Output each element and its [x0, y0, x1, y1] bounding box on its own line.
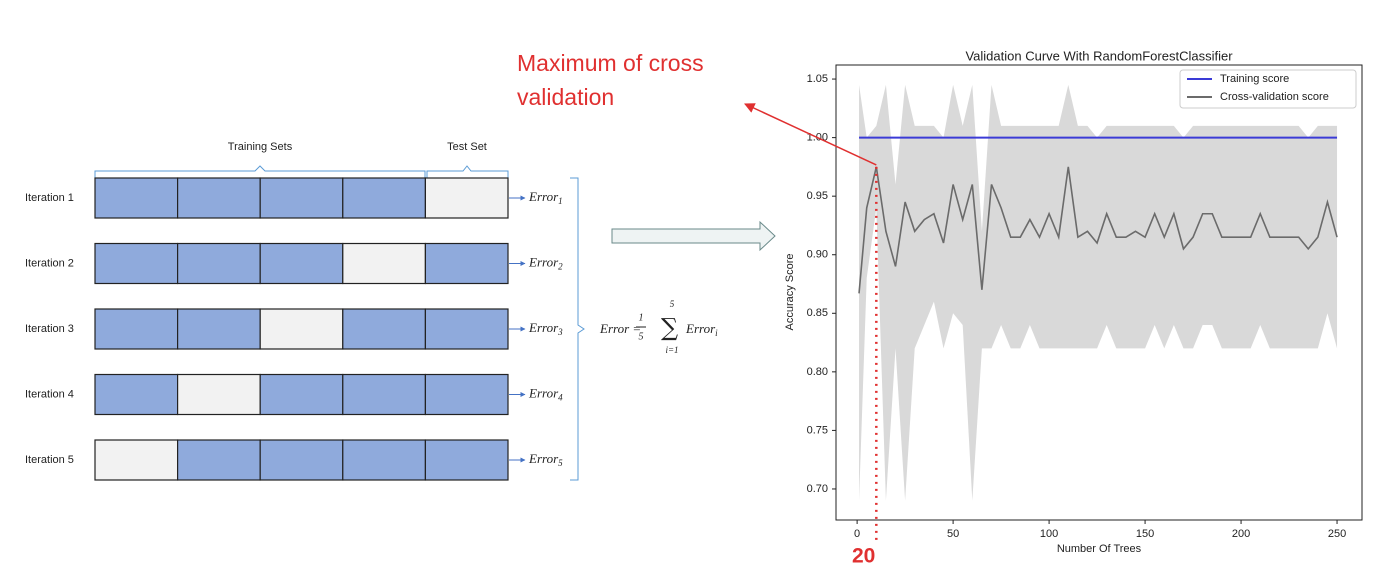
- plot-frame: [835, 64, 1363, 521]
- x-tick-label: 150: [1136, 528, 1154, 540]
- error-base: Error: [528, 320, 559, 335]
- fold: [94, 242, 179, 285]
- x-tick-label: 50: [947, 528, 959, 540]
- fold: [94, 177, 179, 219]
- annotation-text: validation: [517, 84, 614, 110]
- x-tick-label: 100: [1040, 528, 1058, 540]
- test-label: Test Set: [447, 141, 487, 153]
- x-tick-label: 200: [1232, 528, 1250, 540]
- fold: [94, 308, 179, 350]
- formula-den: 5: [639, 331, 644, 342]
- y-tick-label: 0.95: [807, 190, 828, 202]
- error-base: Error: [528, 189, 559, 204]
- fold: [424, 308, 509, 350]
- fold: [424, 242, 509, 285]
- annotation-arrow: [744, 103, 877, 166]
- training-label: Training Sets: [228, 141, 293, 153]
- y-tick-label: 0.90: [807, 249, 828, 261]
- y-tick-label: 0.70: [807, 483, 828, 495]
- chart-title: Validation Curve With RandomForestClassi…: [965, 48, 1233, 63]
- fold: [342, 373, 426, 416]
- term: Error: [685, 321, 716, 336]
- fold: [94, 439, 179, 481]
- error-label: Error3: [528, 320, 563, 337]
- x-tick-label: 0: [854, 528, 860, 540]
- fold: [177, 308, 261, 350]
- y-axis-label: Accuracy Score: [784, 253, 796, 330]
- error-label: Error5: [528, 451, 563, 468]
- fold: [94, 373, 179, 416]
- fold: [259, 439, 344, 481]
- formula-lhs: Error =: [599, 321, 641, 336]
- training-brace: [94, 165, 426, 178]
- test-brace: [426, 165, 509, 178]
- legend-label: Training score: [1220, 73, 1289, 85]
- annotation-text: Maximum of cross: [517, 50, 704, 76]
- fold: [342, 308, 426, 350]
- fold: [424, 177, 509, 219]
- sum-brace: [570, 177, 585, 481]
- error-base: Error: [528, 451, 559, 466]
- error-sub: 4: [558, 393, 563, 403]
- fold: [424, 439, 509, 481]
- legend-label: Cross-validation score: [1220, 91, 1329, 103]
- sum-bottom: i=1: [665, 345, 678, 355]
- series-line: [858, 166, 1338, 294]
- error-label: Error1: [528, 189, 563, 206]
- y-tick-label: 0.75: [807, 424, 828, 436]
- iteration-label: Iteration 5: [25, 454, 74, 466]
- x-axis-label: Number Of Trees: [1057, 543, 1142, 555]
- iteration-label: Iteration 2: [25, 257, 74, 269]
- y-tick-label: 0.85: [807, 307, 828, 319]
- term-sub: i: [715, 328, 718, 338]
- error-sub: 3: [557, 327, 563, 337]
- fold: [424, 373, 509, 416]
- error-base: Error: [528, 385, 559, 400]
- error-sub: 2: [558, 262, 563, 272]
- fold: [342, 177, 426, 219]
- sum-top: 5: [670, 299, 675, 309]
- y-tick-label: 0.80: [807, 366, 828, 378]
- formula-term: Errori: [685, 321, 718, 338]
- sum-symbol: ∑: [661, 314, 678, 342]
- fold: [259, 373, 344, 416]
- fold: [259, 177, 344, 219]
- annotation-label: 20: [852, 545, 875, 568]
- fold: [177, 439, 261, 481]
- fold: [259, 308, 344, 350]
- iteration-label: Iteration 1: [25, 192, 74, 204]
- fold: [177, 373, 261, 416]
- error-label: Error4: [528, 385, 563, 402]
- fold: [342, 242, 426, 285]
- iteration-label: Iteration 4: [25, 388, 74, 400]
- fold: [177, 242, 261, 285]
- error-base: Error: [528, 254, 559, 269]
- formula-num: 1: [639, 312, 644, 323]
- x-tick-label: 250: [1328, 528, 1346, 540]
- error-label: Error2: [528, 254, 563, 271]
- error-sub: 5: [558, 458, 563, 468]
- legend-box: [1179, 69, 1357, 109]
- fold: [342, 439, 426, 481]
- big-arrow: [611, 220, 776, 252]
- fold: [177, 177, 261, 219]
- y-tick-label: 1.05: [807, 73, 828, 85]
- iteration-label: Iteration 3: [25, 323, 74, 335]
- fold: [259, 242, 344, 285]
- error-sub: 1: [558, 196, 563, 206]
- band: [859, 84, 1338, 501]
